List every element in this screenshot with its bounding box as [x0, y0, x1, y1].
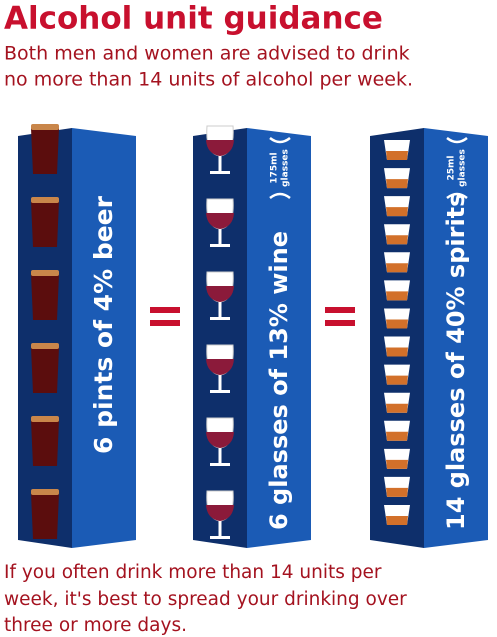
bracket	[269, 192, 291, 200]
wine-foot	[210, 317, 230, 320]
column-side	[72, 128, 136, 548]
intro-line: Both men and women are advised to drink	[4, 43, 410, 65]
pint-foam	[31, 416, 59, 422]
drink-icon	[206, 417, 234, 466]
wine	[206, 140, 234, 156]
bracket	[269, 136, 291, 144]
spirit	[386, 347, 408, 357]
wine	[206, 213, 234, 229]
column-front	[193, 128, 247, 548]
spirit	[386, 516, 408, 525]
drink-icon	[31, 197, 59, 247]
pint-foam	[31, 197, 59, 203]
note-line: glasses	[281, 149, 291, 187]
pint-foam	[31, 124, 59, 130]
wine-foot	[210, 390, 230, 393]
wine	[206, 359, 234, 375]
wine-foot	[210, 244, 230, 247]
column-label: 6 glasses of 13% wine	[265, 231, 293, 530]
drink-icon	[206, 271, 234, 320]
column-label: 6 pints of 4% beer	[89, 195, 118, 454]
spirit	[386, 375, 408, 385]
spirit	[386, 319, 408, 329]
pint-glass	[31, 201, 59, 247]
spirit	[386, 291, 408, 301]
footer-line: If you often drink more than 14 units pe…	[4, 562, 382, 583]
drink-icon	[31, 489, 59, 539]
drink-icon	[384, 476, 410, 497]
drink-icon	[31, 124, 59, 174]
wine-foot	[210, 171, 230, 174]
note-line: 175ml	[270, 152, 280, 183]
spirit	[386, 487, 408, 497]
pint-glass	[31, 347, 59, 393]
pint-foam	[31, 343, 59, 349]
footer-line: week, it's best to spread your drinking …	[4, 589, 407, 610]
drink-icon	[31, 343, 59, 393]
column-front	[18, 128, 72, 548]
pint-glass	[31, 274, 59, 320]
pint-glass	[31, 493, 59, 539]
wine-stem	[218, 521, 222, 537]
equals-sign	[150, 307, 355, 326]
wine-foot	[210, 463, 230, 466]
drink-icon	[384, 196, 410, 217]
intro-line: no more than 14 units of alcohol per wee…	[4, 69, 413, 91]
pint-glass	[31, 420, 59, 466]
drink-icon	[384, 140, 410, 160]
drink-icon	[384, 392, 410, 413]
note-line: glasses	[458, 149, 468, 187]
drink-icon	[384, 308, 410, 329]
spirit	[386, 403, 408, 413]
note-line: 25ml	[447, 156, 457, 181]
wine-stem	[218, 302, 222, 318]
wine-stem	[218, 448, 222, 464]
wine-stem	[218, 156, 222, 172]
drink-icon	[384, 280, 410, 301]
wine	[206, 505, 234, 521]
columns: 6 pints of 4% beer 6 glasses of 13% wine 1…	[18, 124, 488, 548]
spirit	[386, 235, 408, 245]
drink-icon	[206, 198, 234, 247]
column-label: 14 glasses of 40% spirits	[442, 193, 470, 530]
drink-icon	[384, 224, 410, 245]
pint-foam	[31, 270, 59, 276]
spirit	[386, 207, 408, 217]
drink-icon	[206, 490, 234, 539]
footer-line: three or more days.	[4, 615, 187, 636]
drink-icon	[384, 505, 410, 525]
column: 6 pints of 4% beer	[18, 124, 136, 548]
drink-icon	[384, 252, 410, 273]
pint-glass	[31, 128, 59, 174]
wine-foot	[210, 536, 230, 539]
spirit	[386, 459, 408, 469]
spirit	[386, 431, 408, 441]
drink-icon	[31, 416, 59, 466]
column: 6 glasses of 13% wine 175ml glasses	[193, 125, 311, 548]
title: Alcohol unit guidance	[4, 1, 383, 37]
drink-icon	[206, 344, 234, 393]
wine-stem	[218, 229, 222, 245]
drink-icon	[31, 270, 59, 320]
spirit	[386, 179, 408, 189]
column-side	[247, 128, 311, 548]
drink-icon	[384, 448, 410, 469]
wine	[206, 286, 234, 302]
drink-icon	[384, 168, 410, 189]
bracket	[446, 192, 468, 200]
wine	[206, 432, 234, 448]
column: 14 glasses of 40% spirits 25ml glasses	[370, 128, 488, 548]
bracket	[446, 136, 468, 144]
drink-icon	[384, 364, 410, 385]
spirit	[386, 151, 408, 160]
pint-foam	[31, 489, 59, 495]
spirit	[386, 263, 408, 273]
drink-icon	[384, 336, 410, 357]
column-side	[424, 128, 488, 548]
wine-stem	[218, 375, 222, 391]
drink-icon	[384, 420, 410, 441]
drink-icon	[206, 125, 234, 174]
